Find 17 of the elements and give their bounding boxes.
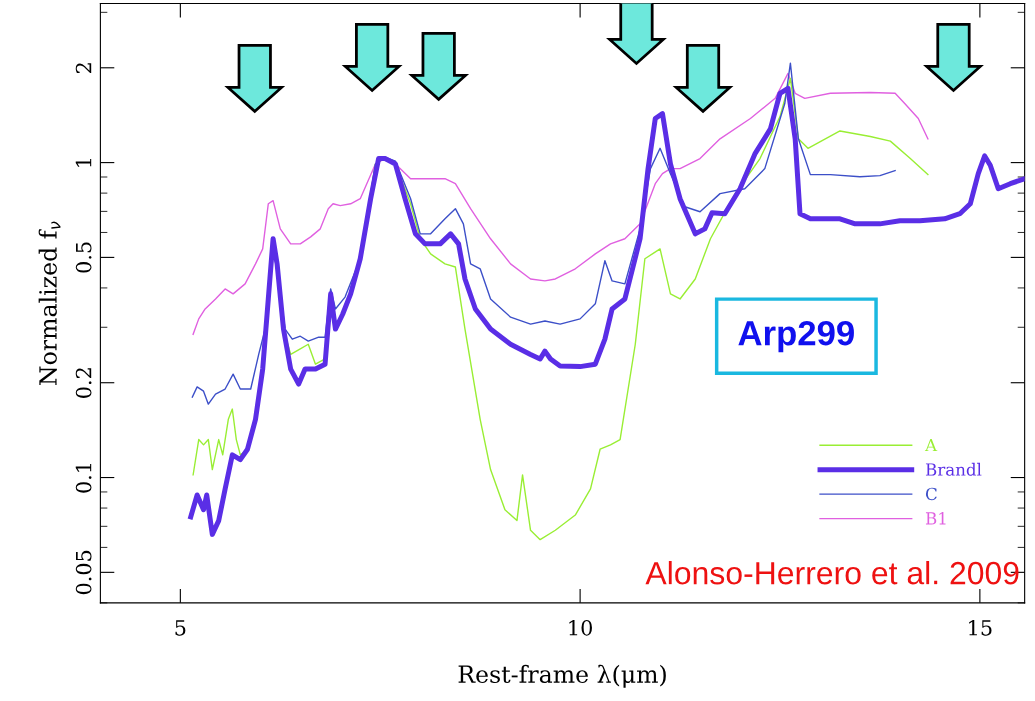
- text: A: [924, 438, 938, 452]
- y-tick-label: 0.2: [75, 368, 92, 398]
- text: C: [925, 487, 937, 501]
- y-tick-label: 0.05: [75, 550, 92, 595]
- x-tick-label: 10: [569, 619, 592, 636]
- y-tick-label: 0.5: [75, 242, 92, 273]
- text: Brandl: [925, 462, 982, 476]
- annotation: Alonso-Herrero et al. 2009: [645, 561, 1019, 585]
- x-tick-label: 15: [969, 619, 992, 636]
- y-tick-label: 1: [75, 158, 92, 167]
- y-tick-label: 2: [75, 63, 92, 73]
- x-axis-title: Rest-frame λ(μm): [458, 664, 666, 688]
- y-axis-title: Normalized f$_{ν}$: [38, 221, 61, 385]
- text: B1: [925, 512, 946, 525]
- y-tick-label: 0.1: [75, 463, 92, 493]
- x-tick-label: 5: [175, 620, 186, 636]
- annotation: Arp299: [738, 320, 854, 353]
